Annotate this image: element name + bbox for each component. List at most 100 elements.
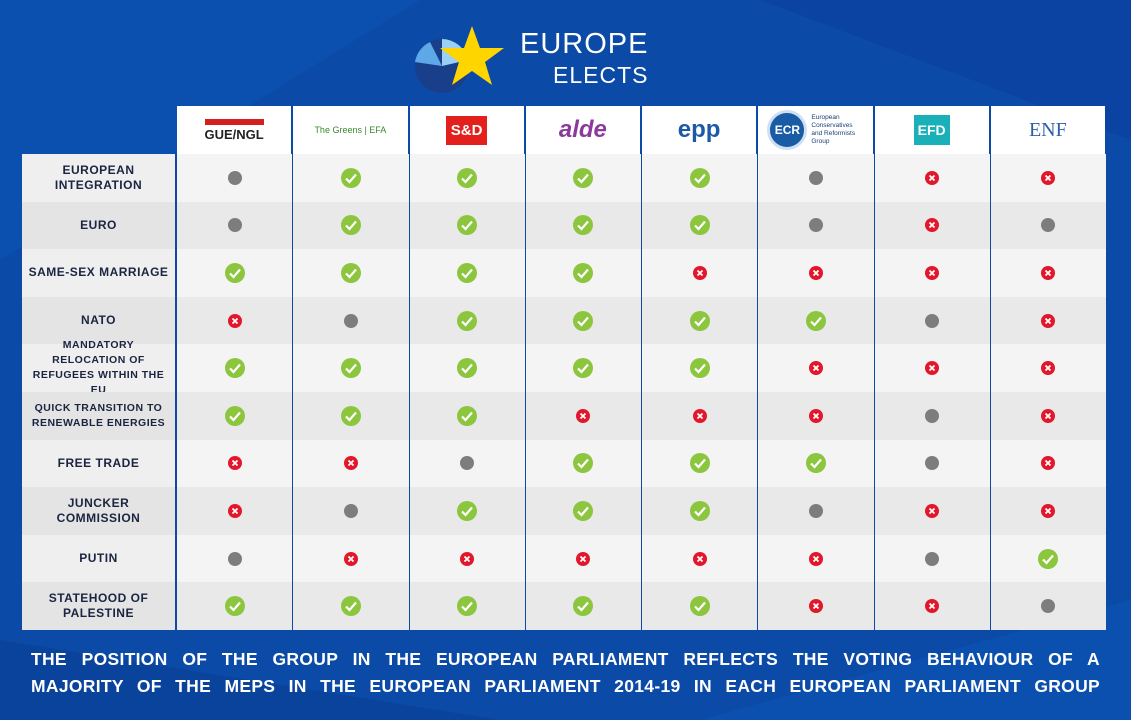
topic: STATEHOOD OF PALESTINE xyxy=(22,582,175,630)
vote-cell xyxy=(293,154,409,202)
vote-cell xyxy=(990,296,1106,345)
vote-icon-yes xyxy=(805,453,826,474)
vote-icon-yes xyxy=(689,215,710,236)
vote-icon-yes xyxy=(457,596,478,617)
group-logo: epp xyxy=(677,116,721,143)
vote-icon-yes xyxy=(573,596,594,617)
vote-cell xyxy=(525,296,641,345)
vote-cell xyxy=(874,344,990,392)
vote-icon-neutral xyxy=(925,456,940,471)
group-logo-text: European Conservatives and Reformists Gr… xyxy=(811,114,856,145)
vote-icon-no xyxy=(925,170,940,185)
vote-cell xyxy=(758,344,874,392)
vote-cell xyxy=(874,201,990,250)
brand-logo xyxy=(415,26,504,93)
vote-icon-neutral xyxy=(343,503,358,518)
vote-cell xyxy=(293,344,409,392)
vote-icon-no xyxy=(576,408,591,423)
vote-cell xyxy=(409,439,525,488)
group-header: GUE/NGL xyxy=(177,106,292,154)
group-logo: GUE/NGL xyxy=(204,118,264,142)
vote-cell xyxy=(642,201,758,250)
brand-bottom: ELECTS xyxy=(553,62,649,88)
vote-icon-no xyxy=(692,265,707,280)
group-logo: ENF xyxy=(1028,118,1067,141)
vote-cell xyxy=(177,344,293,392)
topic: SAME-SEX MARRIAGE xyxy=(22,249,175,297)
vote-cell xyxy=(525,154,641,202)
vote-cell xyxy=(177,439,293,488)
topic: PUTIN xyxy=(22,534,175,583)
vote-cell xyxy=(758,582,874,630)
group-header: alde xyxy=(525,106,640,154)
vote-cell xyxy=(525,344,641,392)
vote-icon-yes xyxy=(224,596,245,617)
vote-cell xyxy=(293,534,409,583)
vote-cell xyxy=(409,201,525,250)
vote-icon-neutral xyxy=(343,313,358,328)
vote-cell xyxy=(990,534,1106,583)
vote-icon-no xyxy=(925,503,940,518)
vote-cell xyxy=(293,487,409,535)
vote-icon-no xyxy=(1041,361,1056,376)
vote-icon-neutral xyxy=(227,218,242,233)
vote-icon-no xyxy=(1041,503,1056,518)
vote-cell xyxy=(525,534,641,583)
vote-icon-no xyxy=(227,313,242,328)
vote-icon-no xyxy=(692,408,707,423)
group-logo: EFD xyxy=(913,115,950,145)
vote-cell xyxy=(177,392,293,440)
vote-icon-neutral xyxy=(925,313,940,328)
vote-icon-yes xyxy=(689,167,710,188)
vote-icon-no xyxy=(808,361,823,376)
vote-icon-no xyxy=(460,551,475,566)
vote-cell xyxy=(293,582,409,630)
vote-cell xyxy=(177,582,293,630)
footer-line: THE POSITION OF THE GROUP IN THE EUROPEA… xyxy=(31,649,1100,669)
vote-cell xyxy=(409,582,525,630)
vote-cell xyxy=(177,201,293,250)
vote-cell xyxy=(293,201,409,250)
vote-icon-yes xyxy=(689,310,710,331)
vote-icon-yes xyxy=(340,167,361,188)
vote-cell xyxy=(525,392,641,440)
vote-icon-yes xyxy=(689,453,710,474)
vote-cell xyxy=(525,582,641,630)
vote-cell xyxy=(642,249,758,297)
vote-cell xyxy=(758,296,874,345)
vote-icon-neutral xyxy=(1041,599,1056,614)
vote-cell xyxy=(758,249,874,297)
vote-icon-no xyxy=(925,599,940,614)
vote-icon-no xyxy=(1041,408,1056,423)
group-header: EFD xyxy=(874,106,989,154)
vote-icon-no xyxy=(692,551,707,566)
vote-icon-no xyxy=(1041,456,1056,471)
vote-icon-yes xyxy=(1038,548,1059,569)
vote-cell xyxy=(177,534,293,583)
vote-cell xyxy=(758,154,874,202)
vote-icon-no xyxy=(343,551,358,566)
vote-cell xyxy=(642,439,758,488)
vote-cell xyxy=(293,439,409,488)
vote-icon-no xyxy=(808,599,823,614)
vote-cell xyxy=(758,487,874,535)
vote-icon-yes xyxy=(689,596,710,617)
vote-cell xyxy=(525,487,641,535)
vote-icon-yes xyxy=(805,310,826,331)
vote-cell xyxy=(642,154,758,202)
vote-icon-yes xyxy=(689,500,710,521)
vote-icon-yes xyxy=(457,405,478,426)
vote-cell xyxy=(177,154,293,202)
vote-icon-no xyxy=(925,218,940,233)
vote-icon-yes xyxy=(573,262,594,283)
group-logo: ECR xyxy=(767,110,808,150)
group-header: ECR European Conservatives and Reformists… xyxy=(758,106,873,154)
vote-icon-no xyxy=(1041,170,1056,185)
vote-cell xyxy=(874,249,990,297)
vote-cell xyxy=(758,439,874,488)
vote-icon-yes xyxy=(457,358,478,379)
vote-cell xyxy=(990,201,1106,250)
vote-cell xyxy=(642,344,758,392)
vote-cell xyxy=(177,249,293,297)
